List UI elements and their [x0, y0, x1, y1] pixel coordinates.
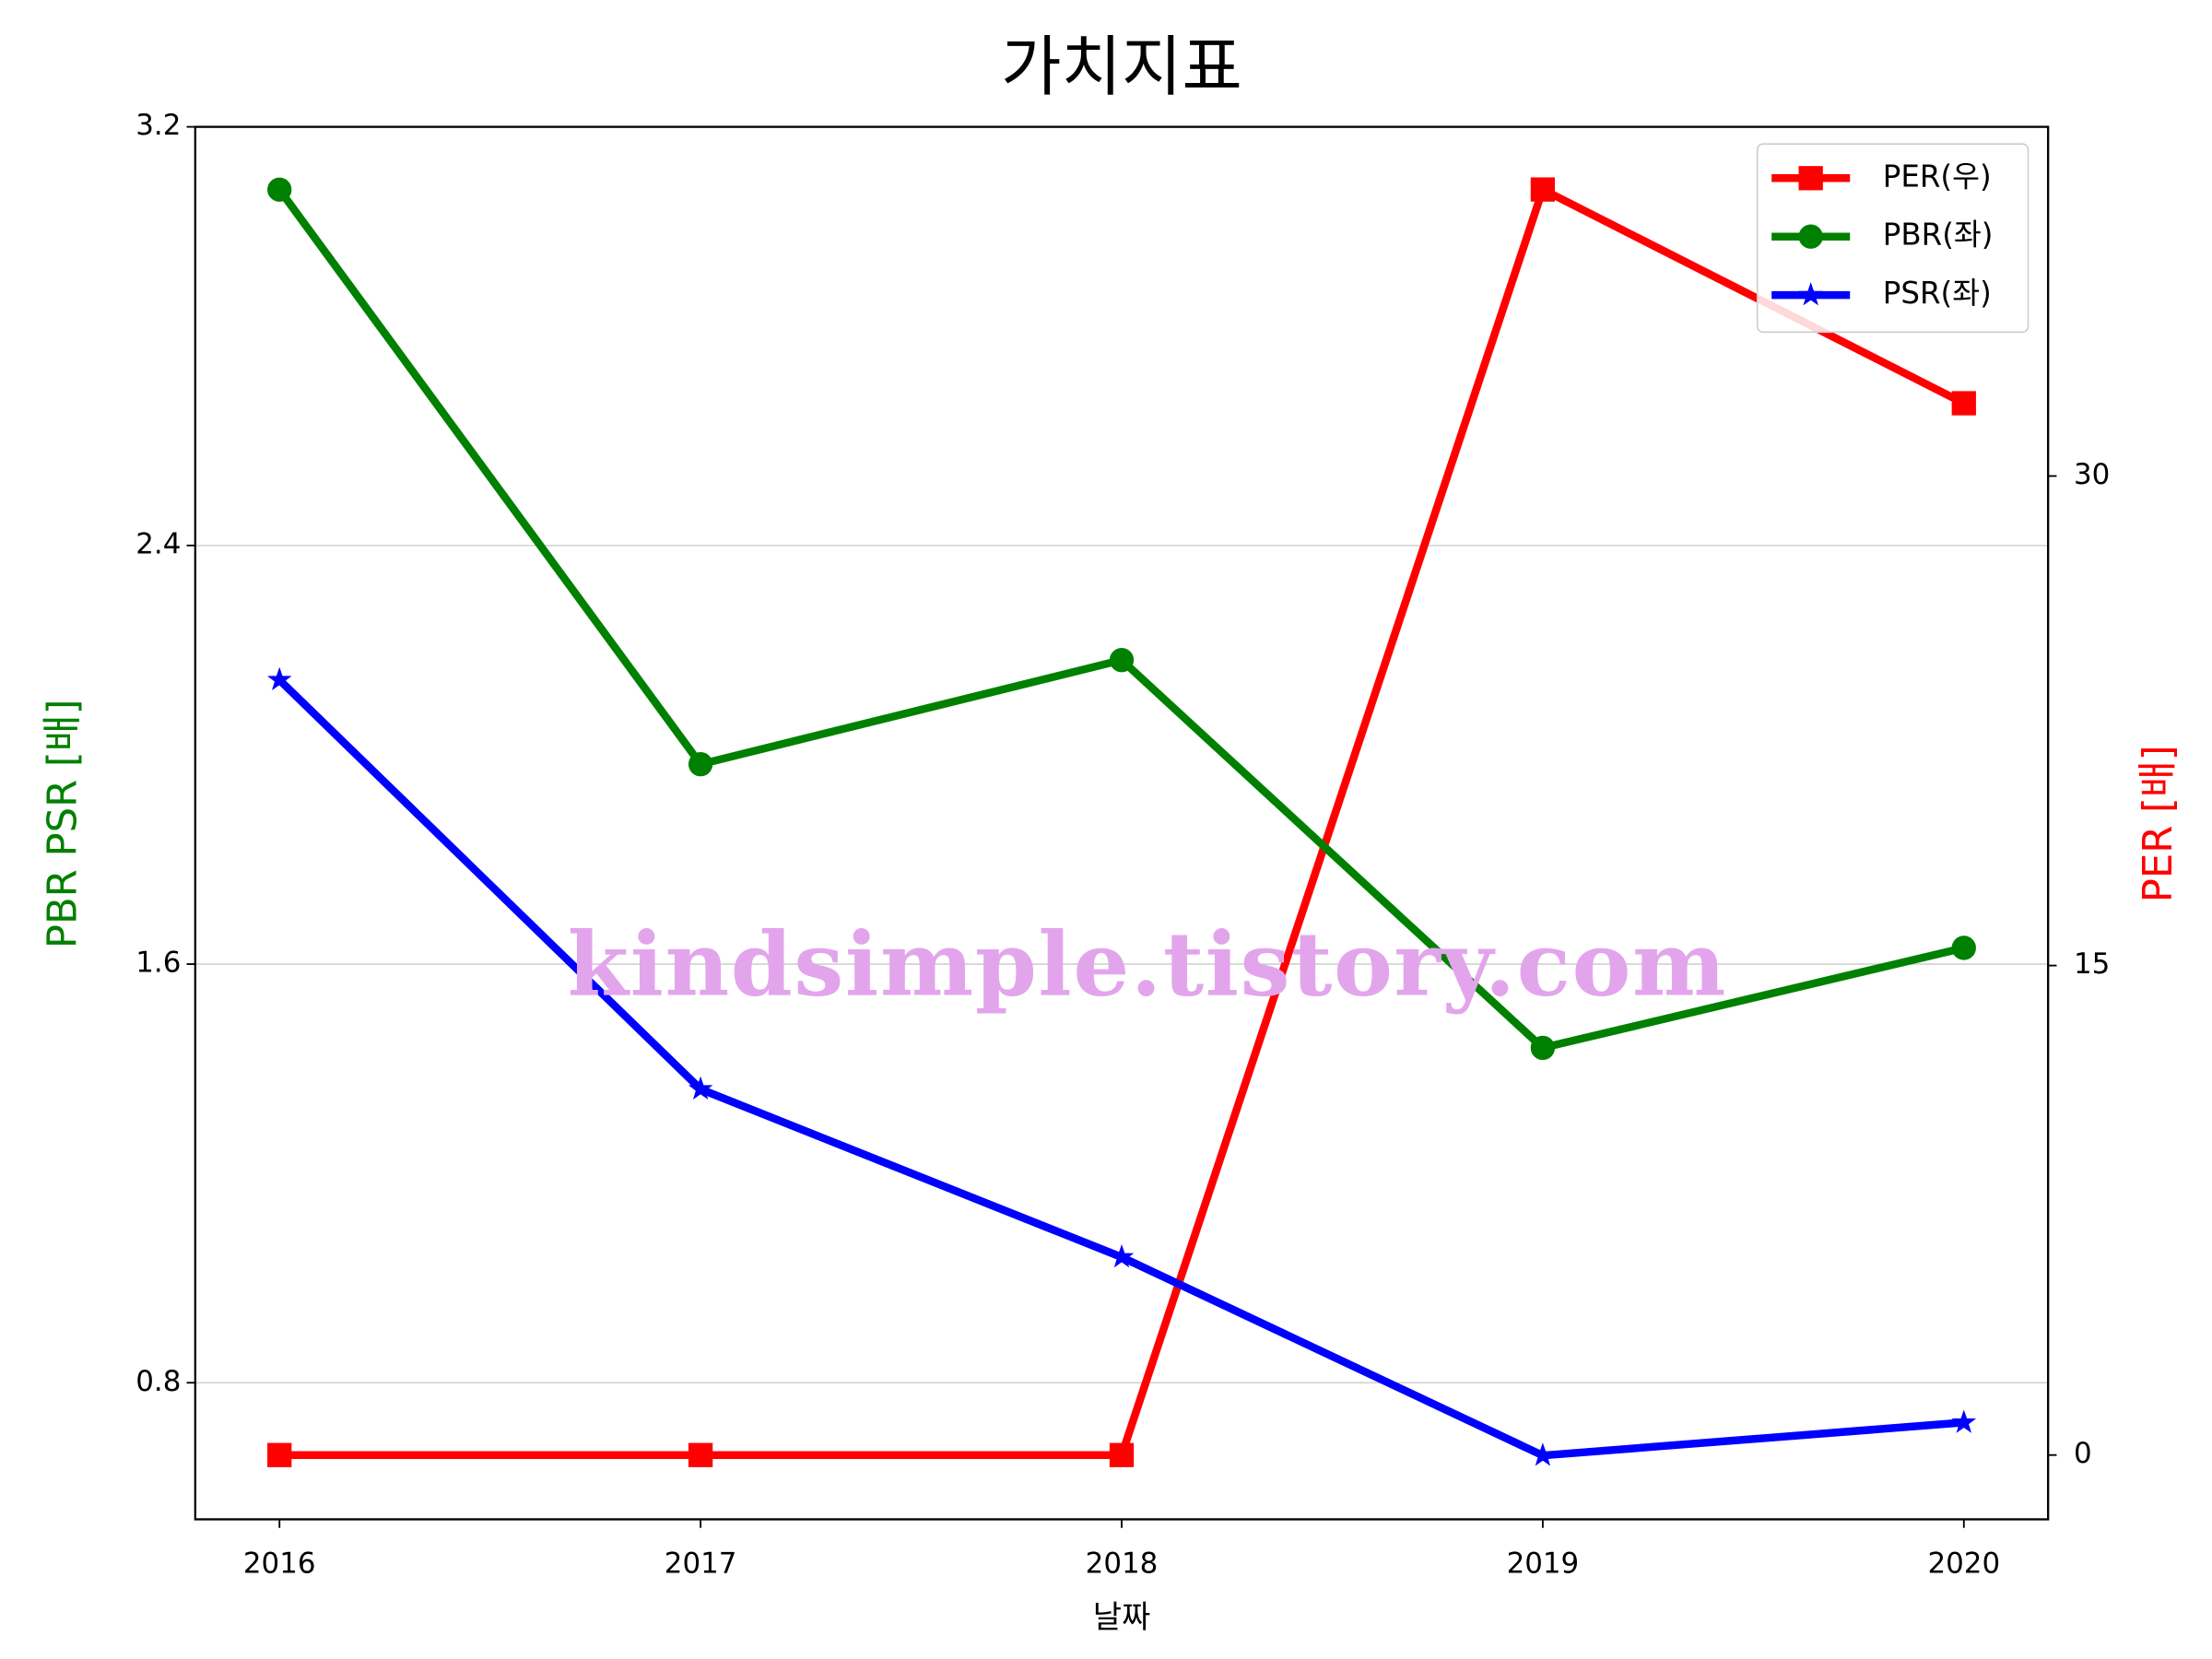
marker — [1530, 177, 1556, 202]
x-tick-label: 2018 — [1086, 1547, 1159, 1580]
x-tick-label: 2016 — [243, 1547, 316, 1580]
marker — [1951, 391, 1976, 416]
y2-axis-label: PER [배] — [2136, 745, 2182, 902]
y2-tick-label: 15 — [2074, 947, 2110, 981]
watermark: kindsimple.tistory.com — [568, 912, 1727, 1016]
axes-frame — [194, 125, 2050, 1521]
x-axis-label: 날짜 — [1093, 1599, 1151, 1636]
marker — [267, 1442, 292, 1467]
legend-label: PBR(좌) — [1883, 218, 1994, 253]
y-tick-label: 1.6 — [135, 947, 181, 980]
y-tick-label: 0.8 — [135, 1365, 181, 1398]
chart-title: 가치지표 — [1001, 29, 1242, 105]
y2-tick-label: 30 — [2074, 458, 2110, 491]
marker — [1951, 935, 1976, 960]
legend: PER(우) PBR(좌) PSR(좌) — [1756, 143, 2030, 334]
marker — [1109, 648, 1135, 673]
legend-box — [1756, 143, 2030, 334]
marker — [267, 177, 292, 202]
marker — [1109, 1442, 1135, 1467]
marker — [1951, 1409, 1977, 1433]
marker — [688, 1076, 713, 1100]
marker — [1530, 1035, 1556, 1061]
y-tick-label: 2.4 — [135, 527, 181, 560]
legend-label: PSR(좌) — [1883, 276, 1992, 311]
marker — [1109, 1244, 1135, 1268]
marker — [266, 666, 292, 691]
legend-label: PER(우) — [1883, 159, 1992, 194]
marker — [688, 1442, 713, 1467]
legend-marker — [1798, 224, 1823, 249]
x-tick-label: 2019 — [1507, 1547, 1580, 1580]
marker — [688, 752, 713, 777]
x-tick-label: 2017 — [665, 1547, 737, 1580]
x-tick-label: 2020 — [1927, 1547, 2000, 1580]
y-tick-label: 3.2 — [135, 109, 181, 142]
y-axis-label: PBR PSR [배] — [41, 700, 87, 949]
legend-marker — [1798, 282, 1823, 306]
legend-marker — [1798, 166, 1823, 191]
y2-tick-label: 0 — [2074, 1437, 2092, 1470]
marker — [1530, 1442, 1556, 1466]
